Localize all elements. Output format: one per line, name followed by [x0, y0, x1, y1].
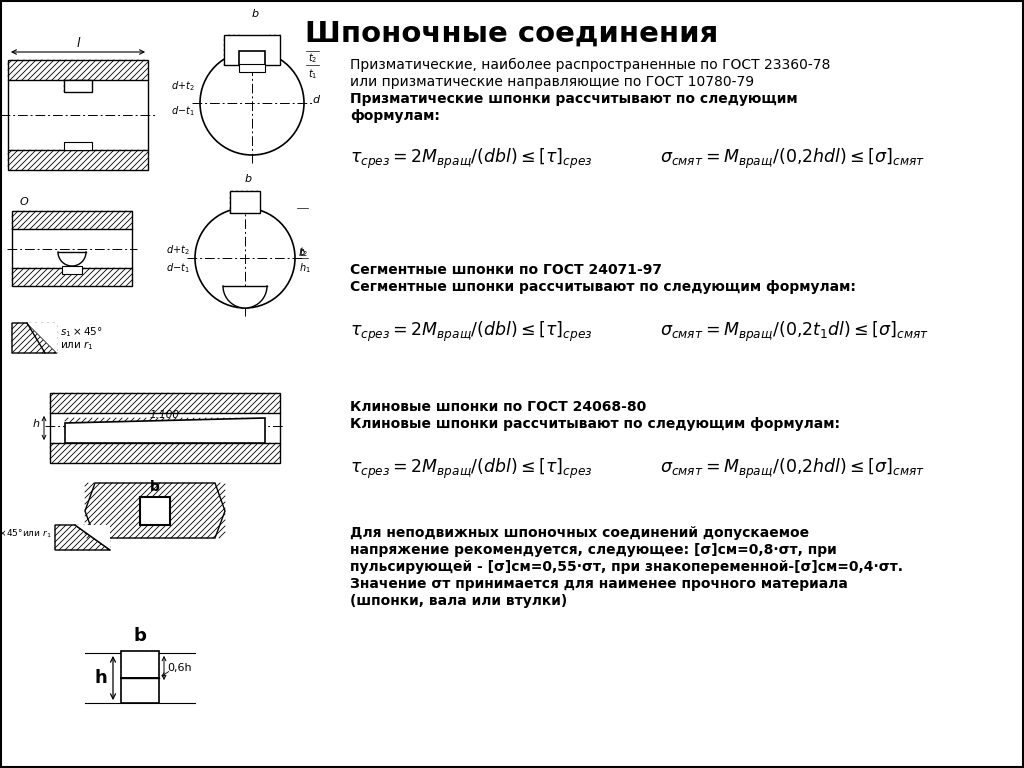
- Text: b: b: [151, 480, 160, 494]
- Text: (шпонки, вала или втулки): (шпонки, вала или втулки): [350, 594, 567, 608]
- Polygon shape: [55, 525, 110, 550]
- Text: O: O: [19, 197, 29, 207]
- Polygon shape: [50, 443, 280, 463]
- Text: b: b: [133, 627, 146, 645]
- Text: $d\!-\!t_1$: $d\!-\!t_1$: [166, 261, 190, 275]
- Text: $s_1\times45°$: $s_1\times45°$: [60, 325, 102, 339]
- Text: $\tau_{\mathit{срез}} = 2M_{\mathit{вращ}}/(dbl) \leq [\tau]_{\mathit{срез}}$: $\tau_{\mathit{срез}} = 2M_{\mathit{вращ…: [350, 147, 593, 171]
- Text: b: b: [252, 9, 259, 19]
- Bar: [140, 497, 170, 525]
- Text: Сегментные шпонки рассчитывают по следующим формулам:: Сегментные шпонки рассчитывают по следую…: [350, 280, 856, 294]
- Text: b: b: [299, 248, 305, 258]
- Text: Клиновые шпонки по ГОСТ 24068-80: Клиновые шпонки по ГОСТ 24068-80: [350, 400, 646, 414]
- Text: или призматические направляющие по ГОСТ 10780-79: или призматические направляющие по ГОСТ …: [350, 75, 754, 89]
- Bar: [12, 211, 132, 229]
- Bar: [12, 268, 132, 286]
- Text: Для неподвижных шпоночных соединений допускаемое: Для неподвижных шпоночных соединений доп…: [350, 526, 809, 540]
- Polygon shape: [223, 286, 267, 308]
- Text: 1:100: 1:100: [150, 410, 180, 420]
- Text: $s_1\!\times\!45°$или $r_1$: $s_1\!\times\!45°$или $r_1$: [0, 528, 52, 541]
- Text: h: h: [33, 419, 40, 429]
- Text: Призматические, наиболее распространенные по ГОСТ 23360-78: Призматические, наиболее распространенны…: [350, 58, 830, 72]
- Text: d: d: [312, 95, 319, 105]
- Text: $t_2$: $t_2$: [0, 139, 3, 153]
- Text: $t_2$: $t_2$: [299, 245, 308, 259]
- Text: b: b: [245, 174, 252, 184]
- Text: Клиновые шпонки рассчитывают по следующим формулам:: Клиновые шпонки рассчитывают по следующи…: [350, 417, 840, 431]
- Bar: [224, 35, 280, 65]
- Bar: [62, 266, 82, 274]
- Text: напряжение рекомендуется, следующее: [σ]см=0,8·σт, при: напряжение рекомендуется, следующее: [σ]…: [350, 543, 837, 557]
- Polygon shape: [75, 525, 110, 550]
- Text: $d\!+\!t_2$: $d\!+\!t_2$: [166, 243, 190, 257]
- Bar: [121, 651, 159, 678]
- Bar: [239, 64, 265, 72]
- Polygon shape: [27, 323, 57, 353]
- Text: $\sigma_{\mathit{смят}} = M_{\mathit{вращ}}/(0{,}2t_1dl) \leq [\sigma]_{\mathit{: $\sigma_{\mathit{смят}} = M_{\mathit{вра…: [660, 320, 929, 344]
- Bar: [121, 678, 159, 703]
- Text: $\tau_{\mathit{срез}} = 2M_{\mathit{вращ}}/(dbl) \leq [\tau]_{\mathit{срез}}$: $\tau_{\mathit{срез}} = 2M_{\mathit{вращ…: [350, 320, 593, 344]
- Text: $d\!+\!t_2$: $d\!+\!t_2$: [171, 79, 195, 93]
- Polygon shape: [12, 323, 57, 353]
- Polygon shape: [65, 418, 265, 443]
- Bar: [239, 51, 265, 65]
- Text: $d\!-\!t_1$: $d\!-\!t_1$: [171, 104, 195, 118]
- Bar: [8, 60, 148, 80]
- Text: Сегментные шпонки по ГОСТ 24071-97: Сегментные шпонки по ГОСТ 24071-97: [350, 263, 662, 277]
- Polygon shape: [50, 393, 280, 413]
- Text: $\sigma_{\mathit{смят}} = M_{\mathit{вращ}}/(0{,}2hdl) \leq [\sigma]_{\mathit{см: $\sigma_{\mathit{смят}} = M_{\mathit{вра…: [660, 457, 925, 482]
- Text: пульсирующей - [σ]см=0,55·σт, при знакопеременной-[σ]см=0,4·σт.: пульсирующей - [σ]см=0,55·σт, при знакоп…: [350, 560, 903, 574]
- Bar: [63, 142, 92, 150]
- Text: $\tau_{\mathit{срез}} = 2M_{\mathit{вращ}}/(dbl) \leq [\tau]_{\mathit{срез}}$: $\tau_{\mathit{срез}} = 2M_{\mathit{вращ…: [350, 457, 593, 482]
- Text: $t_1$: $t_1$: [308, 67, 317, 81]
- Text: $h_1$: $h_1$: [299, 261, 311, 275]
- Polygon shape: [58, 252, 86, 266]
- Polygon shape: [85, 483, 225, 538]
- Text: $t_1$: $t_1$: [0, 79, 3, 93]
- Text: Значение σт принимается для наименее прочного материала: Значение σт принимается для наименее про…: [350, 577, 848, 591]
- Bar: [63, 80, 92, 92]
- Text: $\sigma_{\mathit{смят}} = M_{\mathit{вращ}}/(0{,}2hdl) \leq [\sigma]_{\mathit{см: $\sigma_{\mathit{смят}} = M_{\mathit{вра…: [660, 147, 925, 171]
- Text: или $r_1$: или $r_1$: [60, 339, 93, 352]
- Text: Призматические шпонки рассчитывают по следующим: Призматические шпонки рассчитывают по сл…: [350, 92, 798, 106]
- Text: Шпоночные соединения: Шпоночные соединения: [305, 20, 719, 48]
- Text: формулам:: формулам:: [350, 109, 440, 123]
- Bar: [8, 150, 148, 170]
- Text: l: l: [76, 37, 80, 50]
- Text: $t_2$: $t_2$: [308, 51, 317, 65]
- Text: 0,6h: 0,6h: [167, 663, 191, 673]
- Text: h: h: [94, 669, 106, 687]
- Bar: [230, 191, 260, 213]
